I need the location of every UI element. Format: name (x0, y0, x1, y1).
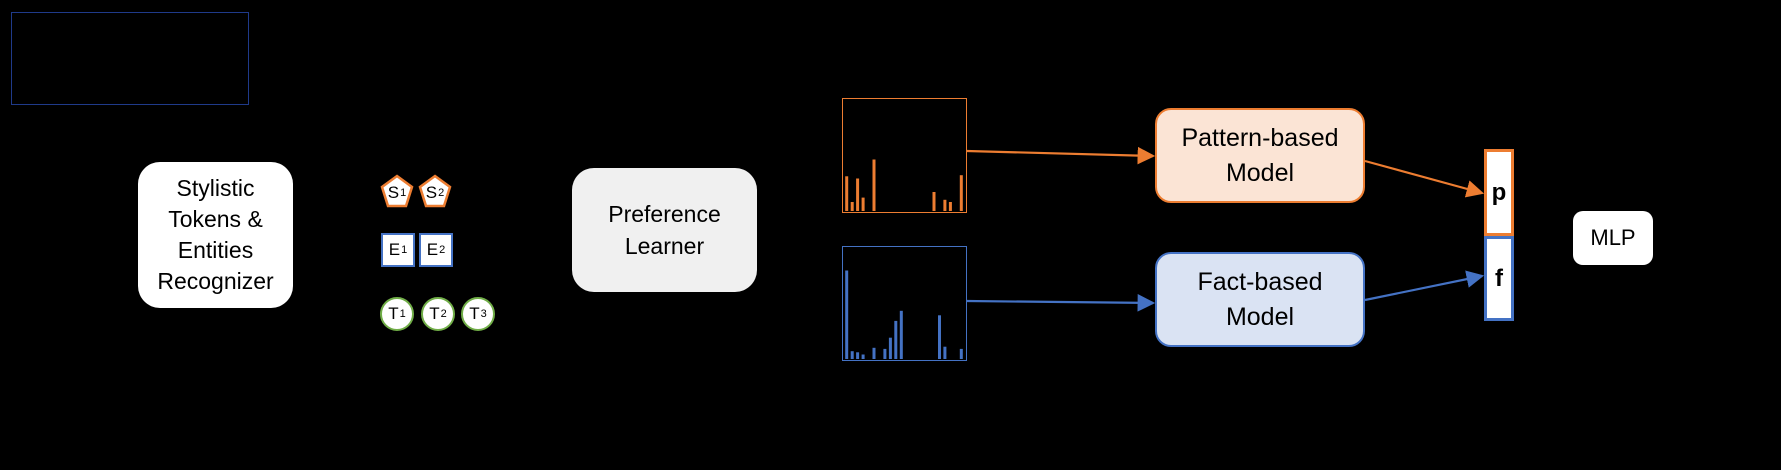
token-index: 3 (480, 308, 487, 320)
fact-histogram-bar (938, 315, 941, 359)
pattern-histogram-bar (932, 192, 936, 211)
legend-box (11, 12, 249, 105)
pattern-histogram-bar (872, 159, 876, 211)
recognizer-box: Stylistic Tokens & Entities Recognizer (138, 162, 293, 308)
pattern-histogram-bar (850, 202, 854, 211)
pentagon-icon (380, 174, 414, 208)
pattern-histogram-bars (845, 159, 963, 211)
preference-learner-label: Preference Learner (608, 201, 721, 259)
pattern-histogram (842, 98, 967, 213)
pattern-arrow-to-vector (1364, 159, 1485, 198)
mlp-box: MLP (1573, 211, 1653, 265)
token-letter: T (388, 304, 399, 323)
token-index: 2 (439, 244, 446, 256)
recognizer-label: Stylistic Tokens & Entities Recognizer (157, 175, 274, 294)
pattern-vector-label: p (1491, 178, 1507, 206)
pattern-histogram-bar (845, 176, 849, 211)
pattern-histogram-bar (856, 178, 860, 211)
pentagon-icon (418, 174, 452, 208)
fact-histogram (842, 246, 967, 361)
pattern-based-model-label: Pattern-based Model (1181, 123, 1339, 187)
fact-based-model-label: Fact-based Model (1197, 267, 1323, 331)
token-letter: T (469, 304, 480, 323)
pattern-arrow-to-model (966, 146, 1156, 165)
fact-histogram-bar (861, 354, 865, 359)
pattern-histogram-bar (959, 175, 963, 211)
fact-vector-cell: f (1484, 236, 1514, 321)
token-index: 2 (438, 187, 445, 199)
fact-histogram-bar (856, 352, 860, 359)
fact-histogram-bar (850, 351, 854, 359)
token-index: 1 (401, 244, 408, 256)
pattern-vector-cell: p (1484, 149, 1514, 236)
pattern-based-model-box: Pattern-based Model (1155, 108, 1365, 203)
fact-histogram-bar (883, 348, 887, 359)
mlp-label: MLP (1590, 225, 1636, 250)
token-letter: T (429, 304, 440, 323)
fact-histogram-bar (943, 346, 947, 359)
pattern-histogram-bar (943, 199, 947, 211)
fact-arrow-to-model (966, 294, 1156, 312)
preference-learner-box: Preference Learner (572, 168, 757, 292)
token-letter: S (425, 183, 438, 202)
fact-histogram-bar (959, 348, 963, 359)
token-index: 1 (399, 308, 406, 320)
fact-histogram-bar (872, 347, 876, 359)
fact-based-model-box: Fact-based Model (1155, 252, 1365, 347)
fact-histogram-bar (899, 310, 903, 359)
fact-vector-label: f (1495, 264, 1503, 292)
token-index: 1 (400, 187, 407, 199)
pattern-histogram-bar (948, 202, 952, 211)
fact-histogram-bar (888, 337, 892, 359)
fact-histogram-bars (845, 270, 963, 359)
token-index: 2 (440, 308, 447, 320)
token-letter: E (426, 240, 439, 259)
fact-histogram-bar (894, 320, 898, 359)
token-letter: S (387, 183, 400, 202)
token-letter: E (388, 240, 401, 259)
fact-histogram-bar (845, 270, 849, 359)
pattern-histogram-bar (861, 197, 865, 211)
fact-arrow-to-vector (1364, 270, 1485, 302)
